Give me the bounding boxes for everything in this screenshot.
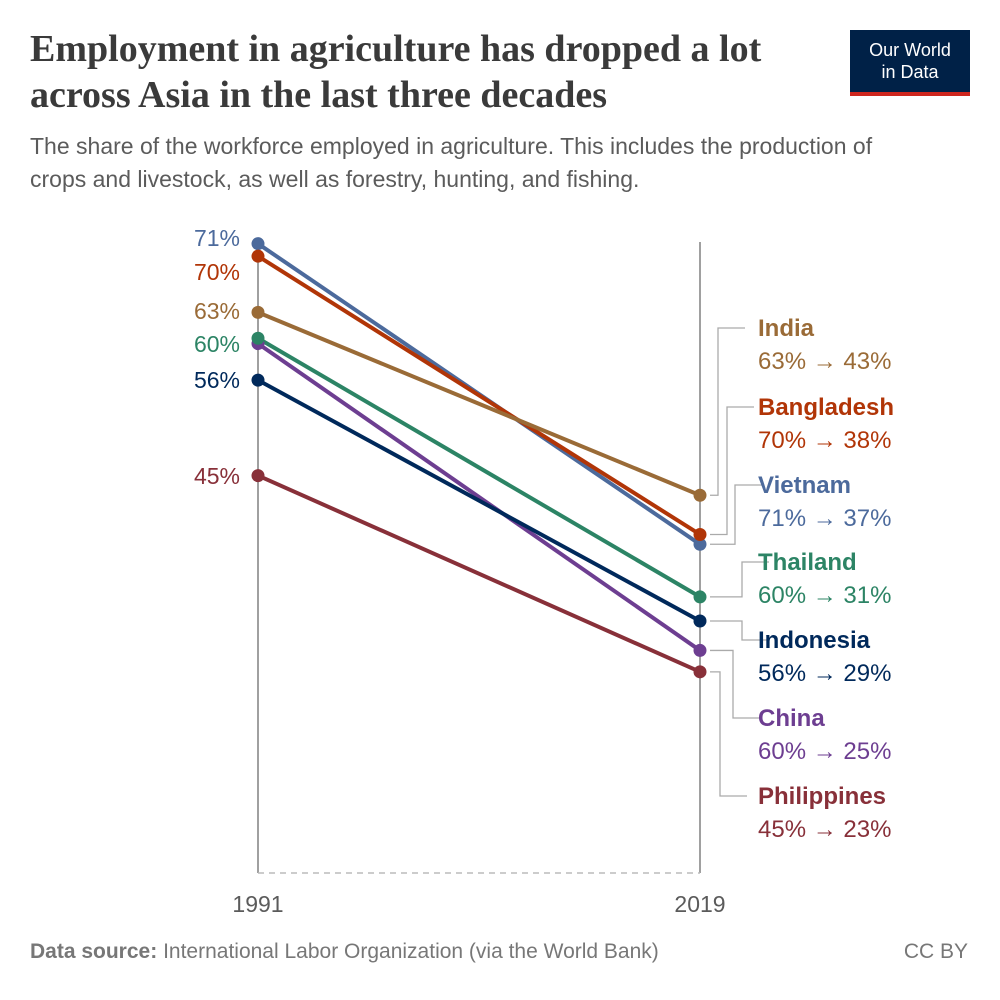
series-change-label: 63% → 43% — [758, 348, 891, 375]
label-connector — [710, 620, 769, 641]
label-connector — [710, 649, 760, 719]
point-2019-bangladesh — [693, 527, 707, 541]
series-name-label: Bangladesh — [758, 394, 894, 421]
license[interactable]: CC BY — [903, 940, 968, 963]
chart-subtitle: The share of the workforce employed in a… — [30, 133, 873, 192]
series-change-label: 70% → 38% — [758, 427, 891, 454]
series-line-india — [257, 310, 701, 498]
series-name-label: Vietnam — [758, 472, 851, 499]
point-1991-indonesia — [251, 373, 265, 387]
label-connector — [710, 671, 747, 797]
start-value-label: 63% — [194, 298, 240, 324]
point-1991-india — [251, 305, 265, 319]
point-2019-china — [693, 643, 707, 657]
x-tick-label: 1991 — [232, 891, 283, 917]
chart-title: Employment in agriculture has dropped a … — [30, 28, 762, 116]
series-change-label: 45% → 23% — [758, 816, 891, 843]
start-value-label: 70% — [194, 259, 240, 285]
series-name-label: Indonesia — [758, 627, 871, 654]
series-line-china — [256, 341, 702, 653]
series-change-label: 56% → 29% — [758, 660, 891, 687]
source-text[interactable]: International Labor Organization (via th… — [163, 940, 659, 963]
point-2019-india — [693, 488, 707, 502]
point-1991-thailand — [251, 331, 265, 345]
series-line-thailand — [256, 336, 702, 599]
point-1991-bangladesh — [251, 249, 265, 263]
series-change-label: 60% → 25% — [758, 738, 891, 765]
label-connector — [710, 561, 769, 598]
series-name-label: Philippines — [758, 783, 886, 810]
label-connector — [710, 406, 754, 536]
series-line-bangladesh — [256, 254, 702, 537]
series-change-label: 71% → 37% — [758, 505, 891, 532]
logo-line-1: Our World — [869, 40, 951, 60]
point-2019-vietnam — [693, 537, 707, 551]
start-value-label: 60% — [194, 331, 240, 357]
point-2019-thailand — [693, 590, 707, 604]
point-1991-vietnam — [251, 237, 265, 251]
point-2019-philippines — [693, 665, 707, 679]
series-name-label: Thailand — [758, 549, 857, 576]
data-source: Data source: International Labor Organiz… — [30, 940, 659, 964]
logo-line-2: in Data — [881, 62, 939, 82]
series-name-label: India — [758, 315, 815, 342]
point-1991-philippines — [251, 469, 265, 483]
source-label: Data source: — [30, 940, 158, 963]
start-value-label: 56% — [194, 367, 240, 393]
label-connector — [710, 484, 762, 545]
owid-logo[interactable]: Our World in Data — [850, 30, 970, 96]
series-name-label: China — [758, 705, 825, 732]
series-line-philippines — [257, 473, 701, 674]
start-value-label: 71% — [194, 225, 240, 251]
x-tick-label: 2019 — [674, 891, 725, 917]
series-line-indonesia — [257, 378, 701, 623]
point-2019-indonesia — [693, 614, 707, 628]
label-connector — [710, 327, 745, 496]
start-value-label: 45% — [194, 463, 240, 489]
series-change-label: 60% → 31% — [758, 582, 891, 609]
